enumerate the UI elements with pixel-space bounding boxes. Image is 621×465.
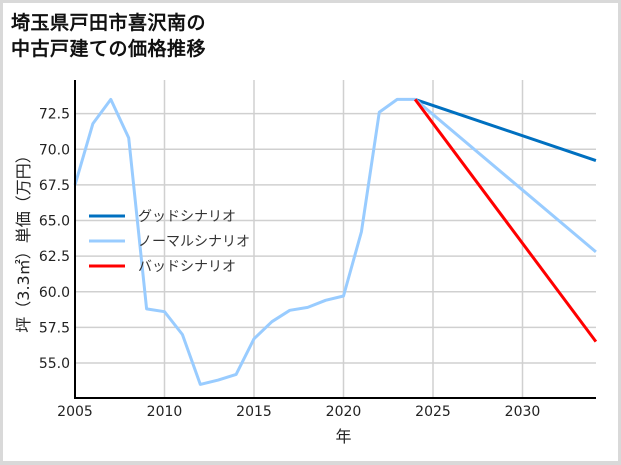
x-tick-label: 2015 (236, 404, 272, 420)
x-axis-label: 年 (335, 427, 351, 446)
y-tick-label: 67.5 (39, 178, 70, 194)
x-tick-label: 2010 (147, 404, 183, 420)
series-line (413, 98, 598, 343)
series-line (73, 97, 597, 386)
x-tick-label: 2005 (57, 404, 93, 420)
y-tick-label: 72.5 (39, 107, 70, 123)
chart-title: 埼玉県戸田市喜沢南の 中古戸建ての価格推移 (11, 10, 206, 62)
y-tick-label: 60.0 (39, 285, 70, 301)
legend-label: グッドシナリオ (138, 209, 236, 225)
x-tick-label: 2020 (326, 404, 362, 420)
series-line (414, 97, 597, 163)
title-line-1: 埼玉県戸田市喜沢南の (11, 12, 207, 34)
legend-label: ノーマルシナリオ (138, 234, 250, 250)
legend-label: バッドシナリオ (138, 259, 236, 275)
y-tick-label: 57.5 (39, 320, 70, 336)
y-axis-label: 坪（3.3㎡）単価（万円） (14, 147, 33, 332)
title-line-2: 中古戸建ての価格推移 (11, 38, 207, 60)
x-tick-label: 2025 (415, 404, 451, 420)
y-tick-label: 55.0 (39, 356, 70, 372)
y-tick-label: 65.0 (39, 214, 70, 230)
y-tick-label: 62.5 (39, 249, 70, 265)
y-tick-label: 70.0 (39, 142, 70, 158)
x-tick-label: 2030 (505, 404, 541, 420)
